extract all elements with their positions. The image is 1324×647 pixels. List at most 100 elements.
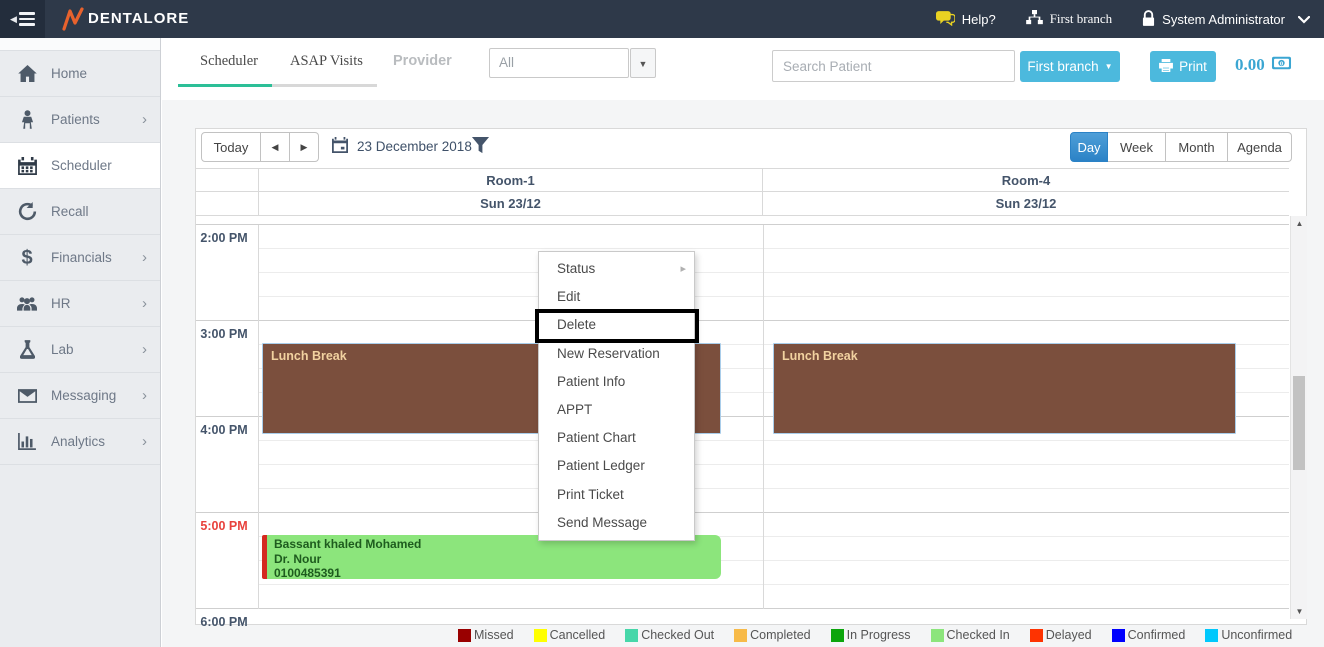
tab-asap-visits[interactable]: ASAP Visits bbox=[290, 53, 363, 69]
menu-item-edit[interactable]: Edit bbox=[557, 289, 581, 305]
scroll-up-icon[interactable]: ▲ bbox=[1295, 219, 1304, 228]
view-agenda-button[interactable]: Agenda bbox=[1228, 132, 1292, 162]
chevron-right-icon: › bbox=[142, 111, 147, 128]
tab-provider[interactable]: Provider bbox=[393, 53, 452, 69]
scrollbar-thumb[interactable] bbox=[1293, 376, 1305, 470]
branch-select-button[interactable]: First branch ▼ bbox=[1020, 51, 1120, 82]
legend-item-unconfirmed: Unconfirmed bbox=[1205, 628, 1292, 642]
refresh-icon bbox=[17, 202, 37, 221]
date-header-row: Sun 23/12 Sun 23/12 bbox=[196, 192, 1289, 216]
view-month-button[interactable]: Month bbox=[1166, 132, 1228, 162]
people-group-icon bbox=[17, 296, 37, 312]
search-patient-input[interactable] bbox=[772, 50, 1015, 82]
calendar-scrollbar[interactable]: ▲ ▼ bbox=[1290, 216, 1307, 619]
menu-item-delete[interactable]: Delete bbox=[557, 317, 597, 333]
sidebar-item-scheduler[interactable]: Scheduler bbox=[0, 143, 160, 189]
lunch-break-event-room4[interactable]: Lunch Break bbox=[773, 343, 1236, 434]
menu-item-send-message[interactable]: Send Message bbox=[557, 514, 648, 530]
sidebar-item-lab[interactable]: Lab › bbox=[0, 327, 160, 373]
time-gutter: 2:00 PM 3:00 PM 4:00 PM 5:00 PM 6:00 PM bbox=[196, 225, 259, 629]
balance-display[interactable]: 0.00 0 bbox=[1235, 55, 1292, 75]
legend-item-delayed: Delayed bbox=[1029, 628, 1092, 642]
sidebar-item-patients[interactable]: Patients › bbox=[0, 97, 160, 143]
chevron-right-icon: › bbox=[142, 387, 147, 404]
view-day-button[interactable]: Day bbox=[1070, 132, 1108, 162]
legend-item-missed: Missed bbox=[458, 628, 514, 642]
scroll-down-icon[interactable]: ▼ bbox=[1295, 607, 1304, 616]
current-date-display[interactable]: 23 December 2018 bbox=[332, 137, 472, 156]
menu-item-status[interactable]: Status ▸ bbox=[539, 255, 694, 283]
time-label-current: 5:00 PM bbox=[200, 519, 248, 533]
tab-scheduler[interactable]: Scheduler bbox=[200, 53, 258, 69]
legend-swatch bbox=[533, 628, 547, 642]
chevron-right-icon: › bbox=[142, 433, 147, 450]
topbar-right-cluster: Help? First branch System Administrator bbox=[935, 0, 1311, 38]
submenu-arrow-icon: ▸ bbox=[680, 263, 686, 275]
room4-header: Room-4 bbox=[763, 169, 1289, 192]
legend-item-in-progress: In Progress bbox=[830, 628, 911, 642]
sitemap-icon bbox=[1025, 9, 1043, 29]
legend-item-checked-in: Checked In bbox=[930, 628, 1010, 642]
chevron-right-icon: › bbox=[142, 341, 147, 358]
room1-header: Room-1 bbox=[259, 169, 763, 192]
menu-item-patient-chart[interactable]: Patient Chart bbox=[557, 430, 636, 446]
prev-day-button[interactable]: ◀ bbox=[261, 132, 290, 162]
context-menu: Status ▸ Edit Delete New Reservation Pat… bbox=[538, 251, 695, 541]
chevron-right-icon: › bbox=[142, 295, 147, 312]
branch-indicator[interactable]: First branch bbox=[1025, 9, 1112, 29]
dollar-icon: $ bbox=[21, 246, 33, 269]
help-link[interactable]: Help? bbox=[935, 10, 996, 29]
view-week-button[interactable]: Week bbox=[1108, 132, 1166, 162]
scheduler-card: Today ◀ ▶ 23 December 2018 Day Week Mont… bbox=[195, 128, 1307, 629]
appointment-provider: Dr. Nour bbox=[274, 551, 322, 566]
legend-swatch bbox=[1205, 628, 1219, 642]
menu-item-print-ticket[interactable]: Print Ticket bbox=[557, 486, 624, 502]
sidebar-top-strip bbox=[0, 38, 160, 51]
collapse-arrow-icon: ◀ bbox=[10, 13, 17, 24]
header-gutter-cell bbox=[196, 192, 259, 216]
legend-swatch bbox=[625, 628, 639, 642]
caret-down-icon: ▼ bbox=[1104, 62, 1113, 71]
active-tab-underline bbox=[178, 84, 272, 87]
date-nav-group: Today ◀ ▶ bbox=[201, 132, 319, 162]
sidebar-item-financials[interactable]: $ Financials › bbox=[0, 235, 160, 281]
brand-logo-icon bbox=[62, 7, 84, 36]
status-legend: Missed Cancelled Checked Out Completed I… bbox=[458, 628, 1292, 642]
legend-swatch bbox=[930, 628, 944, 642]
next-arrow-icon: ▶ bbox=[300, 141, 308, 152]
today-button[interactable]: Today bbox=[201, 132, 261, 162]
chevron-down-icon bbox=[1297, 12, 1311, 27]
legend-swatch bbox=[1111, 628, 1125, 642]
brand-name: DENTALORE bbox=[88, 10, 190, 27]
menu-item-appt[interactable]: APPT bbox=[557, 401, 593, 417]
svg-text:0: 0 bbox=[1280, 60, 1284, 67]
time-grid[interactable]: 2:00 PM 3:00 PM 4:00 PM 5:00 PM 6:00 PM … bbox=[196, 224, 1289, 629]
view-switcher: Day Week Month Agenda bbox=[1070, 132, 1292, 162]
next-day-button[interactable]: ▶ bbox=[290, 132, 319, 162]
help-chat-icon bbox=[935, 10, 956, 29]
room4-date-header: Sun 23/12 bbox=[763, 192, 1289, 216]
legend-item-checked-out: Checked Out bbox=[625, 628, 714, 642]
print-button[interactable]: Print bbox=[1150, 51, 1216, 82]
sidebar-item-analytics[interactable]: Analytics › bbox=[0, 419, 160, 465]
user-menu[interactable]: System Administrator bbox=[1142, 9, 1311, 29]
provider-filter-dropdown[interactable]: All bbox=[489, 48, 629, 78]
sidebar-item-hr[interactable]: HR › bbox=[0, 281, 160, 327]
sidebar-item-home[interactable]: Home bbox=[0, 51, 160, 97]
menu-item-new-reservation[interactable]: New Reservation bbox=[557, 345, 660, 361]
menu-item-patient-ledger[interactable]: Patient Ledger bbox=[557, 458, 645, 474]
home-icon bbox=[17, 65, 37, 82]
sidebar-item-messaging[interactable]: Messaging › bbox=[0, 373, 160, 419]
sidebar-collapse-button[interactable]: ◀ bbox=[0, 0, 45, 38]
filter-funnel-icon[interactable] bbox=[471, 136, 490, 160]
legend-item-cancelled: Cancelled bbox=[533, 628, 605, 642]
appointment-event[interactable]: Bassant khaled Mohamed Dr. Nour 01004853… bbox=[262, 535, 721, 580]
lock-icon bbox=[1142, 9, 1155, 29]
flask-icon bbox=[17, 340, 37, 359]
dropdown-arrow-button[interactable]: ▼ bbox=[630, 48, 656, 78]
menu-item-patient-info[interactable]: Patient Info bbox=[557, 373, 626, 389]
chevron-right-icon: › bbox=[142, 249, 147, 266]
time-label: 6:00 PM bbox=[200, 615, 248, 629]
sidebar-item-recall[interactable]: Recall bbox=[0, 189, 160, 235]
